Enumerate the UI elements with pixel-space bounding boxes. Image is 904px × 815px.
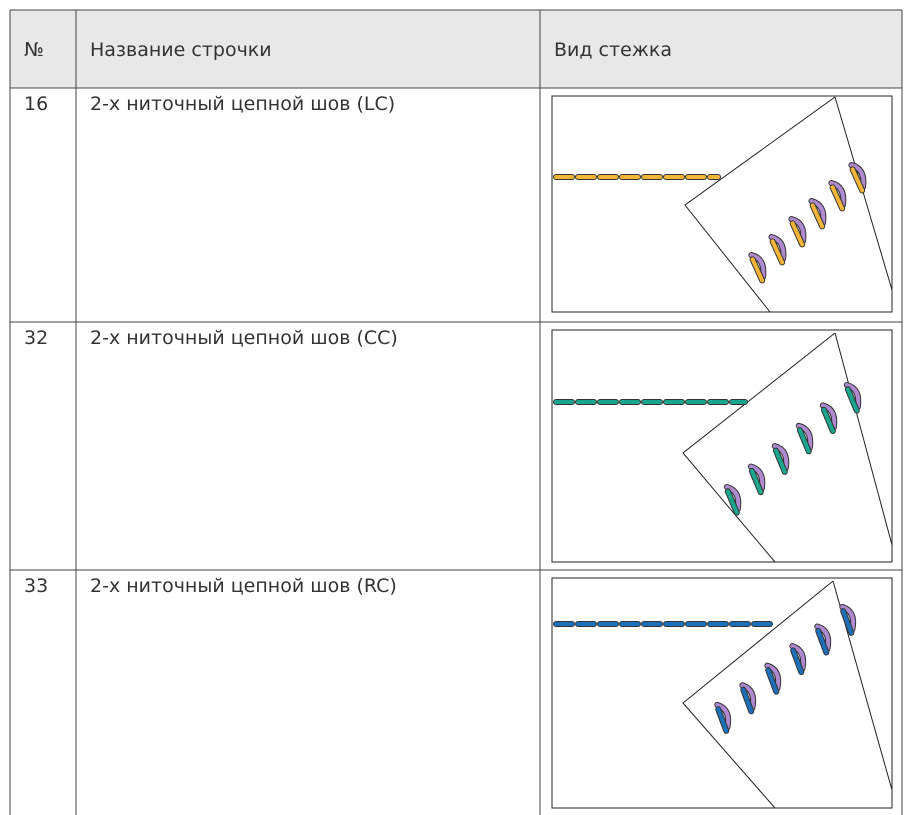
looper-thread: [815, 624, 831, 652]
looper-thread: [789, 217, 806, 243]
needle-thread: [770, 239, 785, 265]
looper-thread: [724, 484, 741, 512]
row-number: 16: [24, 93, 48, 115]
needle-thread: [766, 668, 779, 694]
needle-thread: [841, 609, 854, 635]
looper-thread: [740, 683, 756, 710]
row-number: 32: [24, 327, 48, 349]
looper-thread: [790, 644, 806, 671]
header-background: [10, 10, 902, 88]
needle-thread: [810, 203, 825, 229]
looper-thread: [820, 403, 837, 430]
needle-thread: [741, 687, 754, 714]
header-cell: №: [24, 39, 44, 61]
needle-thread: [725, 489, 739, 515]
looper-thread: [796, 423, 813, 450]
needle-thread: [750, 257, 765, 283]
fabric-outline: [682, 580, 834, 809]
looper-thread: [829, 181, 846, 207]
needle-thread: [845, 387, 859, 413]
looper-thread: [844, 382, 861, 410]
looper-thread: [748, 464, 765, 491]
needle-thread: [790, 221, 805, 247]
looper-thread: [772, 444, 789, 471]
looper-thread: [849, 163, 866, 189]
needle-thread: [816, 628, 829, 655]
illustration-frame: [551, 95, 893, 313]
row-number: 33: [24, 575, 48, 597]
needle-thread: [791, 648, 804, 675]
needle-thread: [773, 448, 787, 474]
looper-thread: [715, 702, 731, 730]
stitch-name: 2-х ниточный цепной шов (LC): [90, 93, 395, 115]
header-cell: Вид стежка: [554, 39, 672, 61]
looper-thread: [809, 199, 826, 225]
fabric-outline: [684, 96, 836, 313]
looper-thread: [765, 663, 781, 691]
fabric-outline: [834, 332, 893, 546]
looper-thread: [749, 253, 766, 279]
header-cell: Название строчки: [90, 39, 272, 61]
looper-thread: [769, 235, 786, 261]
needle-thread: [850, 167, 865, 193]
fabric-outline: [682, 332, 836, 563]
needle-thread: [830, 185, 845, 211]
stitch-name: 2-х ниточный цепной шов (CC): [90, 327, 398, 349]
fabric-outline: [834, 96, 893, 291]
stitch-name: 2-х ниточный цепной шов (RC): [90, 575, 397, 597]
needle-thread: [797, 428, 811, 454]
illustration-frame: [551, 329, 893, 563]
needle-thread: [821, 407, 835, 434]
needle-thread: [749, 468, 763, 495]
illustration-frame: [551, 577, 893, 809]
looper-thread: [840, 604, 856, 632]
needle-thread: [716, 707, 729, 733]
